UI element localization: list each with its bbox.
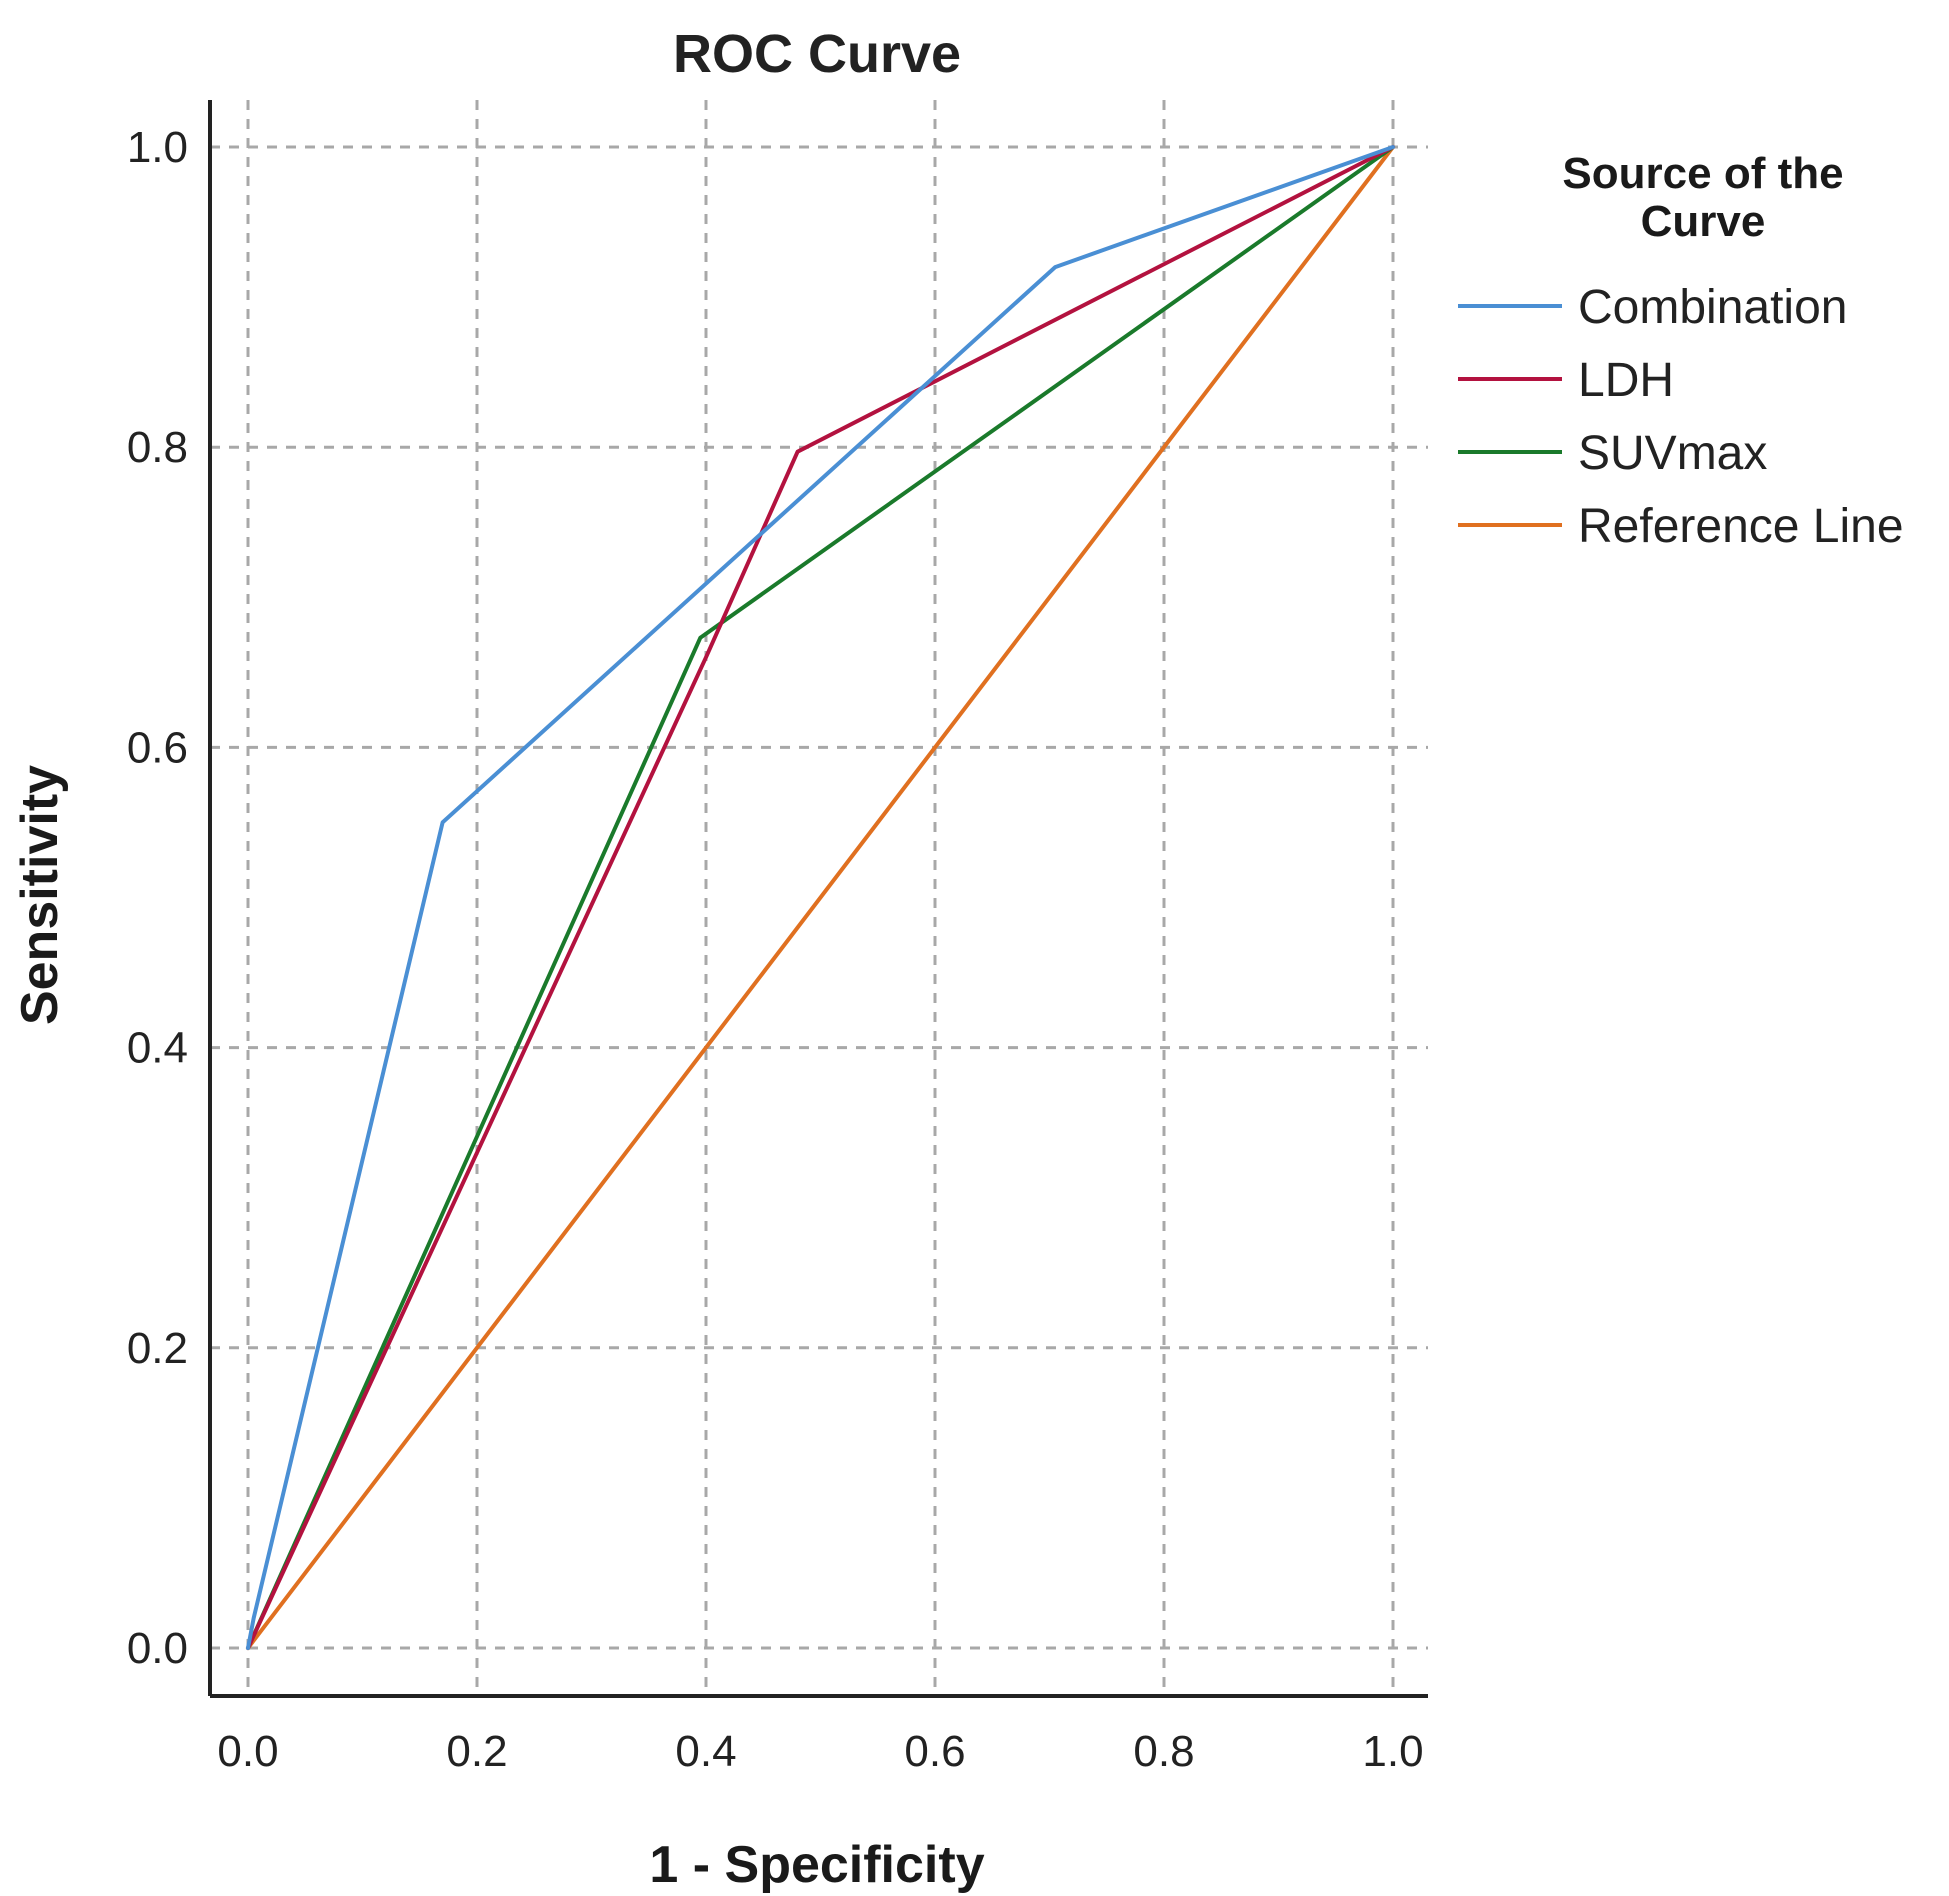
x-tick-label: 0.6 [904, 1727, 965, 1776]
legend-title-line-2: Curve [1641, 197, 1766, 246]
series-suvmax [246, 145, 1395, 1650]
legend-items: Combination LDH SUVmax Reference Line [1458, 281, 1904, 553]
legend: Source of the Curve Combination LDH SUVmax… [1458, 149, 1904, 553]
series-reference-line [246, 145, 1395, 1650]
x-tick-label: 0.8 [1133, 1727, 1194, 1776]
legend-label: Combination [1578, 281, 1847, 334]
chart-title: ROC Curve [673, 24, 961, 84]
y-tick-label: 0.4 [127, 1024, 188, 1073]
x-axis-title: 1 - Specificity [649, 1836, 984, 1894]
x-tick-label: 0.2 [446, 1727, 507, 1776]
grid-lines [210, 100, 1428, 1696]
legend-label: LDH [1578, 354, 1674, 407]
series-lines [246, 145, 1395, 1650]
series-combination [246, 145, 1395, 1650]
legend-title-line-1: Source of the [1562, 149, 1843, 198]
y-tick-label: 0.2 [127, 1324, 188, 1373]
x-tick-label: 0.4 [675, 1727, 736, 1776]
y-axis-title: Sensitivity [11, 765, 69, 1025]
axes [208, 100, 1428, 1698]
series-ldh [246, 145, 1395, 1650]
y-tick-label: 1.0 [127, 123, 188, 172]
y-tick-labels: 0.0 0.2 0.4 0.6 0.8 1.0 [127, 123, 188, 1673]
y-tick-label: 0.6 [127, 723, 188, 772]
x-tick-labels: 0.0 0.2 0.4 0.6 0.8 1.0 [217, 1727, 1423, 1776]
legend-label: SUVmax [1578, 427, 1767, 480]
y-tick-label: 0.8 [127, 423, 188, 472]
y-tick-label: 0.0 [127, 1624, 188, 1673]
x-tick-label: 0.0 [217, 1727, 278, 1776]
x-tick-label: 1.0 [1362, 1727, 1423, 1776]
legend-label: Reference Line [1578, 500, 1904, 553]
